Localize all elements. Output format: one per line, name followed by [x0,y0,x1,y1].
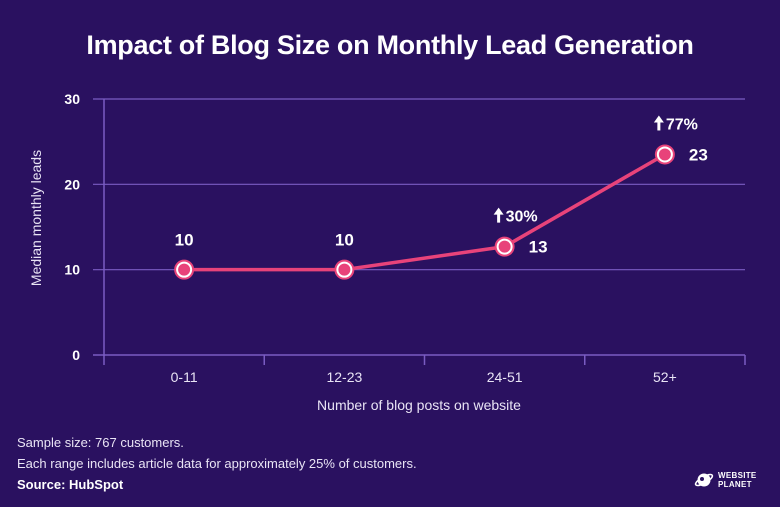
x-tick-0-11: 0-11 [171,369,198,385]
x-tick-52+: 52+ [653,369,677,385]
annotation-text: 30% [506,209,538,226]
point-dot [338,263,351,276]
sample-size-note: Sample size: 767 customers. [17,435,184,450]
annotations: 30% 77% [493,115,698,226]
data-point-24-51 [494,236,515,257]
series-line [184,152,666,272]
point-dot [498,240,511,253]
annotation-52+: 77% [653,115,698,133]
data-point-12-23 [334,259,355,280]
y-axis-label: Median monthly leads [28,150,44,286]
data-labels: 10 10 13 23 [175,145,708,256]
y-tick-labels: 0 10 20 30 [64,91,80,363]
logo-line2: PLANET [718,480,752,489]
chart-title: Impact of Blog Size on Monthly Lead Gene… [86,30,694,60]
y-tick-30: 30 [64,91,80,107]
point-dot [178,263,191,276]
logo-line1: WEBSITE [718,471,757,480]
series-leads [174,144,675,280]
up-arrow-icon [493,207,504,215]
data-label-12-23: 10 [335,231,354,250]
y-tick-10: 10 [64,262,80,278]
y-tick-20: 20 [64,176,80,192]
data-point-0-11 [174,259,195,280]
annotation-24-51: 30% [493,207,538,226]
line-chart: 0 10 20 30 0-11 12-23 24-51 52+ Median monthly… [28,91,746,413]
point-dot [658,148,671,161]
up-arrow-stem [657,121,661,131]
x-axis-label: Number of blog posts on website [317,397,521,413]
data-label-52+: 23 [689,145,708,164]
source-note: Source: HubSpot [17,477,124,492]
axes [93,99,746,365]
x-tick-12-23: 12-23 [326,369,362,385]
up-arrow-icon [653,115,664,123]
data-label-24-51: 13 [529,238,548,257]
data-point-52+ [654,144,675,165]
chart-notes: Sample size: 767 customers. Each range i… [17,432,417,495]
planet-icon [694,473,714,487]
x-tick-24-51: 24-51 [487,369,523,385]
annotation-text: 77% [666,116,698,133]
website-planet-logo: WEBSITE PLANET [694,470,757,490]
y-tick-0: 0 [72,347,80,363]
up-arrow-stem [497,213,501,223]
x-tick-labels: 0-11 12-23 24-51 52+ [171,369,677,385]
range-note: Each range includes article data for app… [17,456,417,471]
data-label-0-11: 10 [175,231,194,250]
